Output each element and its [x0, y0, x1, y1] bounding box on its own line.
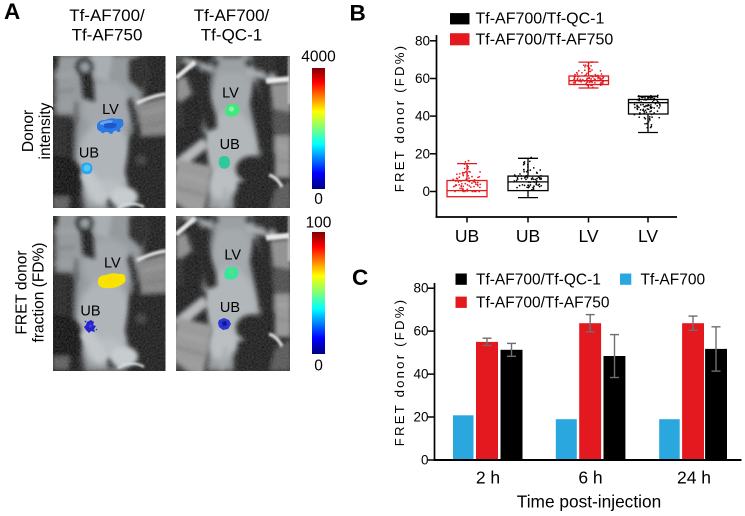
svg-text:LV: LV: [104, 255, 121, 271]
svg-text:LV: LV: [224, 248, 241, 264]
svg-text:Tf-QC-1: Tf-QC-1: [201, 26, 262, 45]
svg-text:2 h: 2 h: [476, 468, 500, 488]
svg-text:intensity: intensity: [37, 102, 54, 159]
svg-text:0: 0: [422, 184, 430, 199]
svg-text:20: 20: [415, 146, 430, 161]
svg-text:24 h: 24 h: [677, 468, 711, 488]
svg-text:40: 40: [415, 109, 430, 124]
svg-text:Tf-AF700/Tf-AF750: Tf-AF700/Tf-AF750: [476, 31, 614, 48]
svg-text:80: 80: [415, 33, 430, 48]
svg-text:B: B: [350, 1, 366, 26]
svg-text:FRET donor: FRET donor: [14, 250, 31, 334]
svg-text:Tf-AF700/: Tf-AF700/: [194, 6, 270, 25]
svg-text:UB: UB: [516, 226, 540, 246]
svg-text:Tf-AF700/: Tf-AF700/: [69, 6, 145, 25]
svg-text:4000: 4000: [301, 49, 336, 66]
svg-text:0: 0: [314, 358, 323, 375]
svg-text:Tf-AF750: Tf-AF750: [72, 26, 143, 45]
svg-text:UB: UB: [455, 226, 479, 246]
svg-text:LV: LV: [638, 226, 658, 246]
svg-text:0: 0: [421, 453, 429, 468]
svg-text:0: 0: [314, 191, 323, 208]
svg-text:LV: LV: [102, 102, 119, 118]
svg-text:FRET donor (FD%): FRET donor (FD%): [392, 44, 407, 193]
svg-text:60: 60: [413, 324, 428, 339]
svg-text:fraction (FD%): fraction (FD%): [31, 243, 48, 343]
svg-text:6 h: 6 h: [578, 468, 602, 488]
svg-text:Donor: Donor: [20, 110, 37, 152]
svg-text:100: 100: [306, 215, 332, 232]
svg-text:60: 60: [415, 71, 430, 86]
svg-text:20: 20: [413, 410, 428, 425]
svg-text:80: 80: [413, 281, 428, 296]
svg-text:Tf-AF700: Tf-AF700: [641, 271, 706, 288]
svg-text:A: A: [4, 0, 20, 24]
svg-text:Tf-AF700/Tf-QC-1: Tf-AF700/Tf-QC-1: [476, 11, 605, 28]
svg-text:UB: UB: [79, 146, 99, 162]
svg-text:FRET donor (FD%): FRET donor (FD%): [392, 298, 407, 447]
svg-text:LV: LV: [578, 226, 598, 246]
svg-text:Time post-injection: Time post-injection: [517, 492, 661, 512]
svg-text:Tf-AF700/Tf-AF750: Tf-AF700/Tf-AF750: [476, 294, 610, 311]
svg-text:UB: UB: [220, 300, 240, 316]
svg-text:C: C: [352, 265, 368, 290]
svg-text:40: 40: [413, 367, 428, 382]
svg-text:Tf-AF700/Tf-QC-1: Tf-AF700/Tf-QC-1: [476, 271, 601, 288]
svg-text:UB: UB: [220, 137, 240, 153]
svg-text:LV: LV: [222, 86, 239, 102]
svg-text:UB: UB: [80, 304, 100, 320]
